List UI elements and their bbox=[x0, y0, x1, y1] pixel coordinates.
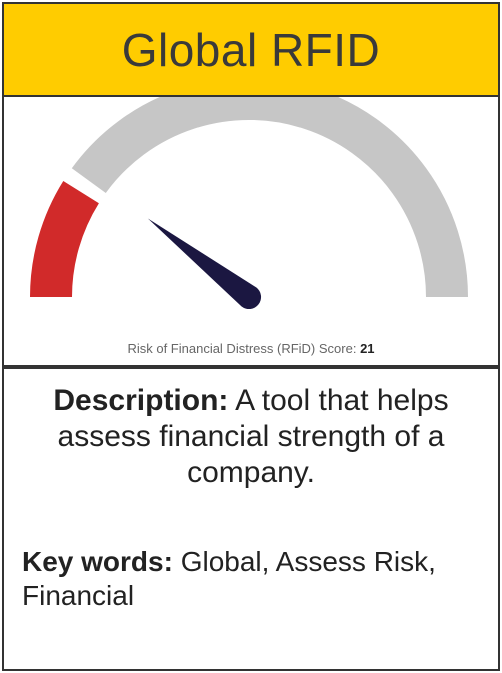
gauge-score: 21 bbox=[360, 341, 375, 356]
description: Description: A tool that helps assess fi… bbox=[18, 383, 484, 491]
description-text: A tool that helps assess financial stren… bbox=[57, 384, 449, 489]
gauge-caption: Risk of Financial Distress (RFiD) Score:… bbox=[4, 341, 498, 356]
gauge-track bbox=[71, 97, 468, 298]
description-panel: Description: A tool that helps assess fi… bbox=[2, 367, 500, 671]
gauge-needle bbox=[147, 218, 262, 310]
risk-gauge bbox=[30, 97, 468, 310]
gauge-caption-label: Risk of Financial Distress (RFiD) Score: bbox=[127, 341, 357, 356]
gauge-panel: Risk of Financial Distress (RFiD) Score:… bbox=[2, 97, 500, 367]
gauge-risk-segment bbox=[30, 180, 100, 298]
card-header: Global RFID bbox=[2, 2, 500, 97]
description-label: Description: bbox=[53, 384, 229, 417]
keywords-text: Global, Assess Risk, Financial bbox=[22, 546, 436, 611]
keywords-label: Key words: bbox=[22, 546, 173, 577]
keywords: Key words: Global, Assess Risk, Financia… bbox=[22, 545, 484, 613]
card-title: Global RFID bbox=[121, 23, 381, 76]
